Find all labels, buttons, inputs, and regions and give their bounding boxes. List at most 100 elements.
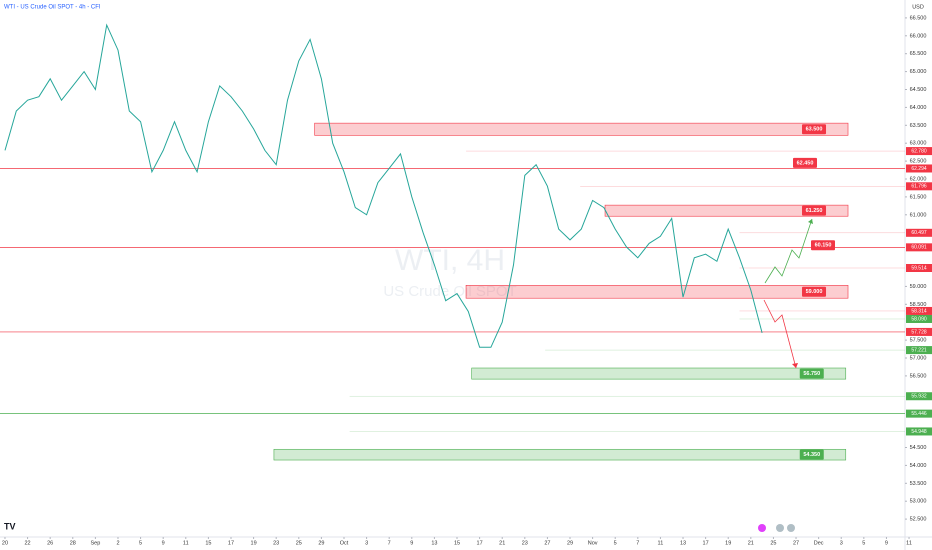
x-tick-label: 3 bbox=[840, 540, 843, 546]
y-tick-label: 53.000 bbox=[910, 499, 927, 505]
y-tick-label: 65.000 bbox=[910, 69, 927, 75]
axis-price-tag bbox=[906, 182, 932, 191]
axis-price-tag bbox=[906, 263, 932, 272]
zone bbox=[465, 285, 849, 299]
x-tick-label: 13 bbox=[680, 540, 686, 546]
zone-label: 63.500 bbox=[806, 127, 823, 133]
axis-price-tag bbox=[906, 164, 932, 173]
axis-price-tag-label: 61.796 bbox=[911, 184, 927, 190]
y-tick-label: 66.500 bbox=[910, 15, 927, 21]
y-tick-label: 57.000 bbox=[910, 355, 927, 361]
axis-price-tag-label: 58.314 bbox=[911, 308, 927, 314]
y-tick-label: 58.500 bbox=[910, 302, 927, 308]
forecast-down-arrow bbox=[763, 299, 797, 369]
y-tick-label: 64.000 bbox=[910, 105, 927, 111]
y-tick-label: 56.500 bbox=[910, 373, 927, 379]
axis-price-tag-label: 59.514 bbox=[911, 265, 927, 271]
x-tick-label: 17 bbox=[703, 540, 709, 546]
axis-price-tag bbox=[906, 147, 932, 156]
y-tick-label: 62.500 bbox=[910, 159, 927, 165]
x-tick-label: 25 bbox=[296, 540, 302, 546]
y-tick-label: 59.000 bbox=[910, 284, 927, 290]
zone bbox=[471, 367, 847, 380]
x-tick-label: 29 bbox=[567, 540, 573, 546]
axis-price-tag-label: 58.090 bbox=[911, 316, 927, 322]
forecast-up-arrow bbox=[764, 218, 813, 284]
x-tick-label: 5 bbox=[862, 540, 865, 546]
axis-price-tag-label: 60.497 bbox=[911, 230, 927, 236]
y-tick-label: 62.000 bbox=[910, 176, 927, 182]
x-tick-label: 29 bbox=[318, 540, 324, 546]
y-tick-label: 61.000 bbox=[910, 212, 927, 218]
y-tick-label: 52.500 bbox=[910, 517, 927, 523]
event-icon[interactable] bbox=[787, 524, 795, 532]
event-icon[interactable] bbox=[758, 524, 766, 532]
y-tick-label: 66.000 bbox=[910, 33, 927, 39]
axis-price-tag bbox=[906, 327, 932, 336]
x-tick-label: 27 bbox=[544, 540, 550, 546]
event-icon[interactable] bbox=[776, 524, 784, 532]
axis-price-tag-label: 62.780 bbox=[911, 148, 927, 154]
x-tick-label: 21 bbox=[499, 540, 505, 546]
x-tick-label: 27 bbox=[793, 540, 799, 546]
x-tick-label: 22 bbox=[25, 540, 31, 546]
x-tick-label: 21 bbox=[748, 540, 754, 546]
zone-label: 56.750 bbox=[803, 371, 820, 377]
arrowhead bbox=[792, 363, 798, 368]
axis-price-tag-label: 55.932 bbox=[911, 394, 927, 400]
x-tick-label: 19 bbox=[725, 540, 731, 546]
x-tick-label: Nov bbox=[588, 540, 598, 546]
x-tick-label: Oct bbox=[340, 540, 349, 546]
axis-price-tag bbox=[906, 228, 932, 237]
x-tick-label: 7 bbox=[388, 540, 391, 546]
x-tick-label: 13 bbox=[431, 540, 437, 546]
y-tick-label: 63.000 bbox=[910, 141, 927, 147]
zone-label: 54.350 bbox=[803, 452, 820, 458]
zone bbox=[314, 122, 849, 136]
x-tick-label: 5 bbox=[139, 540, 142, 546]
zone bbox=[273, 448, 847, 461]
chart-title: WTI - US Crude Oil SPOT - 4h - CFI bbox=[4, 5, 101, 11]
x-tick-label: 15 bbox=[454, 540, 460, 546]
axis-price-tag bbox=[906, 427, 932, 436]
currency: USD bbox=[912, 4, 924, 10]
x-tick-label: Dec bbox=[814, 540, 824, 546]
price-tag bbox=[811, 240, 835, 251]
x-tick-label: 11 bbox=[906, 540, 912, 546]
zone-label-box bbox=[799, 368, 824, 379]
zone-label-box bbox=[799, 449, 824, 460]
axis-price-tag bbox=[906, 243, 932, 252]
price-line bbox=[4, 23, 763, 348]
x-tick-label: 23 bbox=[273, 540, 279, 546]
x-tick-label: 23 bbox=[522, 540, 528, 546]
plot: 52.500 53.000 53.500 54.000 54.500 56.500 57.0… bbox=[0, 15, 926, 546]
axis-price-tag bbox=[906, 409, 932, 418]
x-tick-label: 11 bbox=[658, 540, 664, 546]
y-tick-label: 63.500 bbox=[910, 123, 927, 129]
logo[interactable]: TV bbox=[4, 521, 16, 531]
axis-price-tag-label: 54.948 bbox=[911, 429, 927, 435]
axis-price-tag-label: 60.091 bbox=[911, 245, 927, 251]
x-tick-label: 20 bbox=[2, 540, 8, 546]
axis-price-tag bbox=[906, 314, 932, 323]
y-tick-label: 65.500 bbox=[910, 51, 927, 57]
price-tag-label: 62.450 bbox=[797, 160, 814, 166]
x-tick-label: 3 bbox=[365, 540, 368, 546]
x-tick-label: 15 bbox=[205, 540, 211, 546]
axis-price-tag-label: 57.728 bbox=[911, 329, 927, 335]
zone-label: 59.000 bbox=[806, 289, 823, 295]
zone-label: 61.250 bbox=[806, 208, 823, 214]
x-tick-label: Sep bbox=[90, 540, 100, 546]
watermark-subtitle: US Crude Oil SPOT bbox=[383, 283, 516, 300]
x-tick-label: 17 bbox=[228, 540, 234, 546]
axis-price-tag-label: 57.221 bbox=[911, 347, 927, 353]
x-tick-label: 26 bbox=[47, 540, 53, 546]
x-tick-label: 5 bbox=[614, 540, 617, 546]
x-tick-label: 9 bbox=[885, 540, 888, 546]
y-tick-label: 54.500 bbox=[910, 445, 927, 451]
price-tag-label: 60.150 bbox=[815, 243, 832, 249]
watermark: WTI, 4H bbox=[395, 244, 505, 277]
